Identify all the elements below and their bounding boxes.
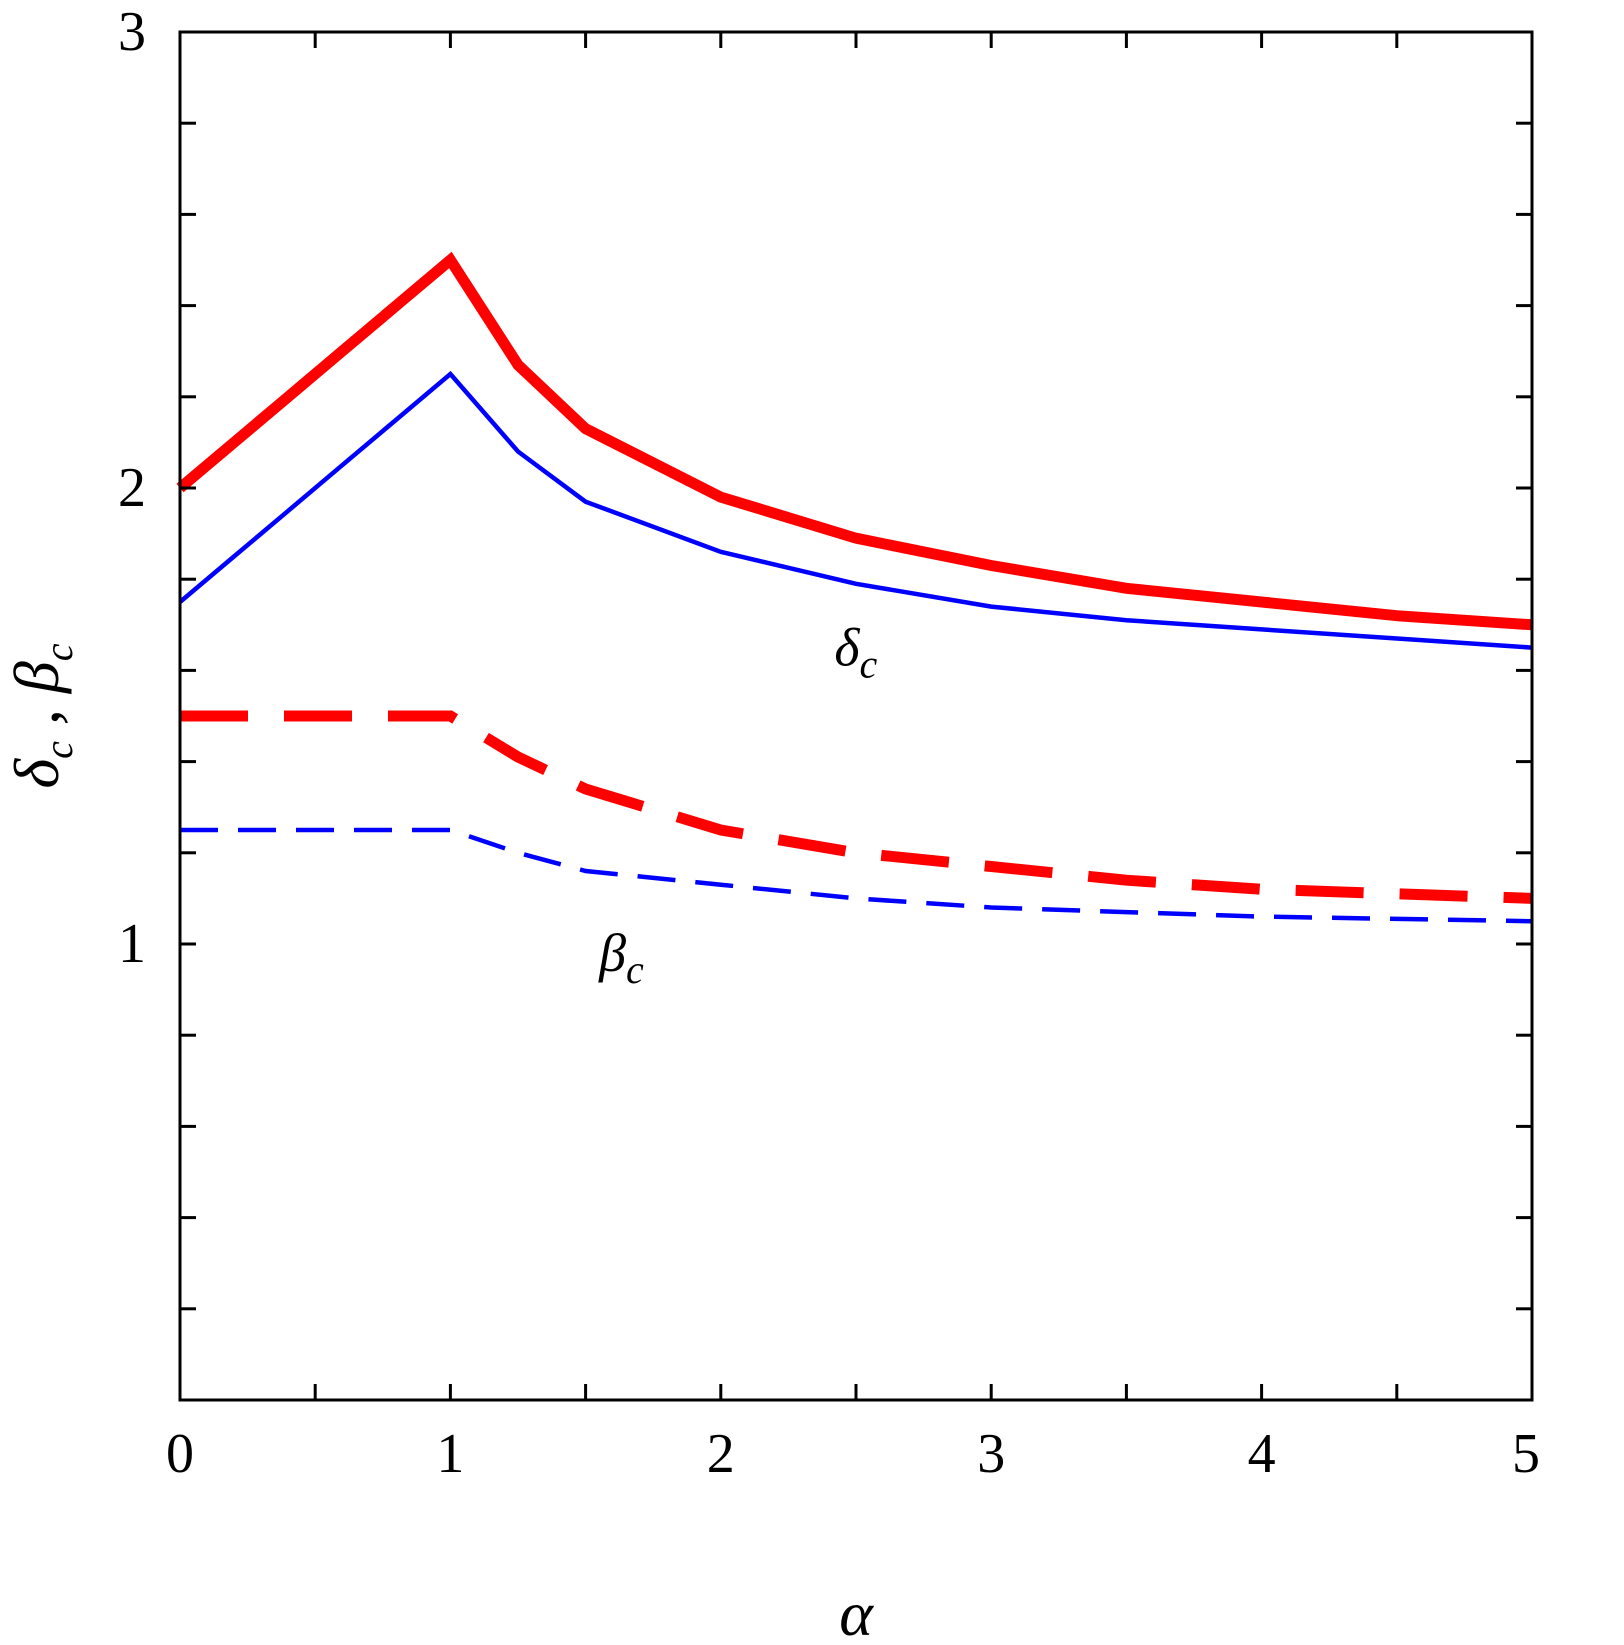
x-tick-label: 2 xyxy=(707,1423,735,1485)
tick-layer xyxy=(178,30,1534,1402)
series-layer xyxy=(176,251,1533,924)
label-layer: 0 1 2 3 4 5 1 2 3 xyxy=(118,1,1540,1485)
series-line-2 xyxy=(178,370,1533,650)
series-line-4 xyxy=(180,827,1533,924)
x-tick-label: 0 xyxy=(166,1423,194,1485)
x-tick-label: 5 xyxy=(1512,1423,1540,1485)
y-tick-label: 2 xyxy=(118,457,146,519)
series-line-1 xyxy=(176,251,1533,631)
delta-c-label: δc xyxy=(834,618,877,687)
x-tick-label: 1 xyxy=(436,1423,464,1485)
series-line-3 xyxy=(180,710,1533,904)
x-tick-label: 4 xyxy=(1248,1423,1276,1485)
x-tick-label: 3 xyxy=(977,1423,1005,1485)
y-tick-label: 1 xyxy=(118,913,146,975)
beta-c-label: βc xyxy=(598,923,644,992)
plot-frame xyxy=(178,30,1534,1402)
x-axis-label: α xyxy=(839,1578,874,1645)
y-axis-label: δc , βc xyxy=(1,643,81,788)
y-tick-label: 3 xyxy=(118,1,146,63)
